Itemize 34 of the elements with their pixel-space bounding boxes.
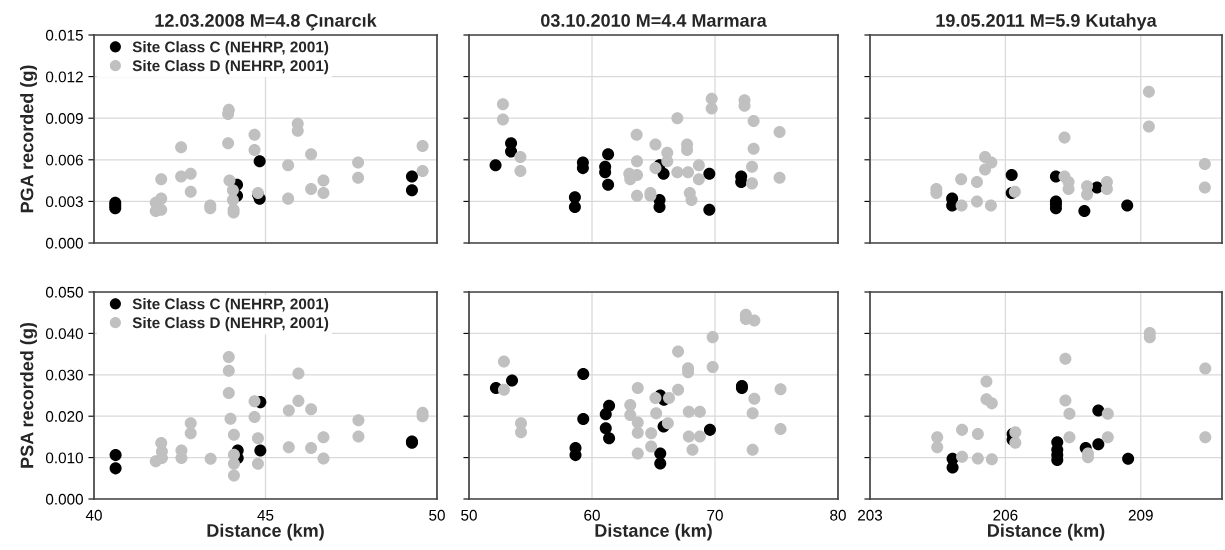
legend-label: Site Class D (NEHRP, 2001) xyxy=(132,316,329,332)
y-tick-label: 0.000 xyxy=(45,237,83,249)
x-tick-label: 80 xyxy=(830,509,846,521)
x-axis-title: Distance (km) xyxy=(988,523,1105,541)
y-tick-label: 0.006 xyxy=(45,154,83,166)
x-axis-title: Distance (km) xyxy=(595,523,712,541)
legend-label: Site Class C (NEHRP, 2001) xyxy=(132,41,329,56)
x-axis-title: Distance (km) xyxy=(207,523,324,541)
x-tick-label: 60 xyxy=(584,509,600,521)
y-tick-label: 0.003 xyxy=(45,196,83,208)
chart-title: 19.05.2011 M=5.9 Kutahya xyxy=(936,13,1157,31)
y-tick-label: 0.012 xyxy=(45,71,83,83)
y-tick-label: 0.020 xyxy=(45,411,83,422)
chart-title: 03.10.2010 M=4.4 Marmara xyxy=(541,14,767,27)
legend-label: Site Class D (NEHRP, 2001) xyxy=(132,59,329,75)
y-tick-label: 0.030 xyxy=(45,369,83,381)
x-tick-label: 70 xyxy=(707,509,723,521)
y-tick-label: 0.015 xyxy=(45,29,83,41)
y-tick-label: 0.009 xyxy=(45,113,83,124)
y-tick-label: 0.010 xyxy=(45,452,83,464)
x-tick-label: 45 xyxy=(257,509,274,521)
x-tick-label: 206 xyxy=(993,509,1018,521)
y-tick-label: 0.040 xyxy=(45,328,83,340)
y-tick-label: 0.050 xyxy=(45,286,83,298)
x-tick-label: 40 xyxy=(85,509,102,521)
y-axis-title: PSA recorded (g) xyxy=(20,322,38,468)
y-axis-title: PGA recorded (g) xyxy=(20,65,38,213)
x-tick-label: 50 xyxy=(429,509,445,521)
x-tick-label: 50 xyxy=(461,509,477,521)
x-tick-label: 203 xyxy=(858,509,883,521)
legend-label: Site Class C (NEHRP, 2001) xyxy=(132,298,329,313)
chart-title: 12.03.2008 M=4.8 Çınarcık xyxy=(155,13,377,31)
x-tick-label: 209 xyxy=(1128,509,1153,521)
y-tick-label: 0.000 xyxy=(45,493,83,505)
